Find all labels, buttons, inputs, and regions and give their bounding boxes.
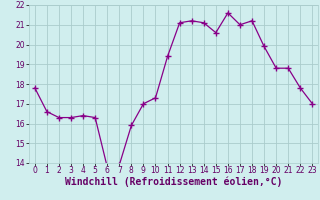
X-axis label: Windchill (Refroidissement éolien,°C): Windchill (Refroidissement éolien,°C)	[65, 176, 282, 187]
